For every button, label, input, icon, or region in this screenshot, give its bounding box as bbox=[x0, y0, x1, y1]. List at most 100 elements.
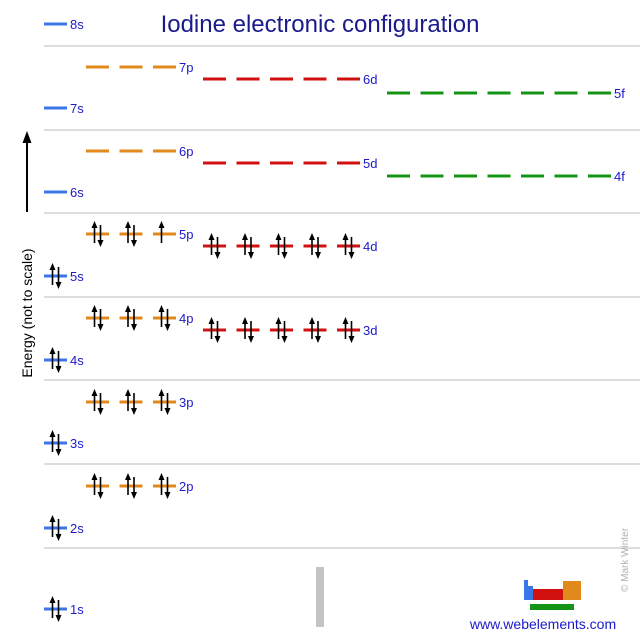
spin-up-arrow-icon bbox=[158, 305, 165, 312]
spin-down-arrow-icon bbox=[55, 282, 62, 289]
spin-up-arrow-icon bbox=[242, 233, 248, 240]
spin-down-arrow-icon bbox=[55, 366, 62, 373]
spin-down-arrow-icon bbox=[248, 252, 254, 259]
spin-up-arrow-icon bbox=[49, 596, 56, 603]
spin-up-arrow-icon bbox=[158, 389, 165, 396]
subshell-label: 4f bbox=[614, 169, 625, 184]
subshell-label: 7s bbox=[70, 101, 84, 116]
subshell-6s: 6s bbox=[44, 185, 84, 200]
spin-up-arrow-icon bbox=[49, 430, 56, 437]
spin-down-arrow-icon bbox=[315, 252, 321, 259]
spin-down-arrow-icon bbox=[348, 252, 355, 259]
energy-axis-label: Energy (not to scale) bbox=[19, 248, 35, 377]
spin-up-arrow-icon bbox=[125, 473, 131, 480]
spin-up-arrow-icon bbox=[208, 233, 215, 240]
spin-up-arrow-icon bbox=[309, 233, 315, 240]
subshell-4d: 4d bbox=[203, 233, 377, 259]
subshell-label: 1s bbox=[70, 602, 84, 617]
subshell-6d: 6d bbox=[203, 72, 377, 87]
subshell-label: 6d bbox=[363, 72, 377, 87]
spin-up-arrow-icon bbox=[125, 305, 131, 312]
spin-down-arrow-icon bbox=[55, 615, 62, 622]
subshell-8s: 8s bbox=[44, 17, 84, 32]
subshell-3p: 3p bbox=[86, 389, 193, 415]
spin-down-arrow-icon bbox=[281, 252, 288, 259]
subshell-5f: 5f bbox=[387, 86, 625, 101]
spin-up-arrow-icon bbox=[91, 221, 98, 228]
spin-down-arrow-icon bbox=[214, 336, 221, 343]
spin-down-arrow-icon bbox=[164, 408, 171, 415]
periodic-table-logo-icon bbox=[524, 580, 581, 610]
subshell-7p: 7p bbox=[86, 60, 193, 75]
spin-up-arrow-icon bbox=[158, 221, 165, 228]
subshell-label: 5d bbox=[363, 156, 377, 171]
spin-up-arrow-icon bbox=[49, 263, 56, 270]
spin-up-arrow-icon bbox=[91, 473, 98, 480]
subshell-5p: 5p bbox=[86, 221, 193, 247]
subshell-2s: 2s bbox=[44, 515, 84, 541]
spin-up-arrow-icon bbox=[125, 389, 131, 396]
subshell-label: 4d bbox=[363, 239, 377, 254]
spin-down-arrow-icon bbox=[131, 324, 137, 331]
spin-down-arrow-icon bbox=[348, 336, 355, 343]
website-link[interactable]: www.webelements.com bbox=[469, 616, 616, 632]
spin-down-arrow-icon bbox=[164, 324, 171, 331]
spin-down-arrow-icon bbox=[55, 534, 62, 541]
subshell-3d: 3d bbox=[203, 317, 377, 343]
spin-up-arrow-icon bbox=[309, 317, 315, 324]
spin-down-arrow-icon bbox=[315, 336, 321, 343]
credit-text: © Mark Winter bbox=[620, 527, 631, 592]
spin-down-arrow-icon bbox=[281, 336, 288, 343]
energy-axis: Energy (not to scale) bbox=[19, 131, 35, 378]
subshell-4p: 4p bbox=[86, 305, 193, 331]
subshell-label: 3d bbox=[363, 323, 377, 338]
subshell-4s: 4s bbox=[44, 347, 84, 373]
spin-up-arrow-icon bbox=[275, 317, 282, 324]
spin-down-arrow-icon bbox=[97, 324, 104, 331]
subshell-7s: 7s bbox=[44, 101, 84, 116]
period-separators bbox=[44, 45, 640, 549]
spin-up-arrow-icon bbox=[49, 515, 56, 522]
subshell-label: 2s bbox=[70, 521, 84, 536]
subshell-1s: 1s bbox=[44, 596, 84, 622]
subshell-label: 8s bbox=[70, 17, 84, 32]
subshell-label: 5p bbox=[179, 227, 193, 242]
spin-up-arrow-icon bbox=[208, 317, 215, 324]
subshell-label: 3s bbox=[70, 436, 84, 451]
subshell-label: 2p bbox=[179, 479, 193, 494]
subshell-label: 5f bbox=[614, 86, 625, 101]
spin-down-arrow-icon bbox=[97, 240, 104, 247]
spin-down-arrow-icon bbox=[131, 240, 137, 247]
spin-down-arrow-icon bbox=[214, 252, 221, 259]
spin-up-arrow-icon bbox=[342, 317, 349, 324]
spin-down-arrow-icon bbox=[97, 408, 104, 415]
spin-up-arrow-icon bbox=[125, 221, 131, 228]
spin-down-arrow-icon bbox=[97, 492, 104, 499]
subshell-4f: 4f bbox=[387, 169, 625, 184]
subshell-2p: 2p bbox=[86, 473, 193, 499]
subshell-3s: 3s bbox=[44, 430, 84, 456]
subshell-label: 5s bbox=[70, 269, 84, 284]
subshell-6p: 6p bbox=[86, 144, 193, 159]
spin-down-arrow-icon bbox=[131, 408, 137, 415]
spin-down-arrow-icon bbox=[164, 492, 171, 499]
subshell-label: 6s bbox=[70, 185, 84, 200]
divider-bar bbox=[316, 567, 324, 627]
spin-down-arrow-icon bbox=[55, 449, 62, 456]
subshell-label: 7p bbox=[179, 60, 193, 75]
up-arrow-icon bbox=[22, 131, 32, 143]
energy-levels: 1s 2s 2p 3s 3p 4s 4p 3d 5s 5p 4d 6s 6p 5d 4f 7s 7p 6d 5f 8s bbox=[44, 17, 625, 622]
subshell-5s: 5s bbox=[44, 263, 84, 289]
spin-up-arrow-icon bbox=[91, 389, 98, 396]
spin-down-arrow-icon bbox=[248, 336, 254, 343]
spin-down-arrow-icon bbox=[131, 492, 137, 499]
spin-up-arrow-icon bbox=[91, 305, 98, 312]
spin-up-arrow-icon bbox=[275, 233, 282, 240]
subshell-label: 3p bbox=[179, 395, 193, 410]
diagram-title: Iodine electronic configuration bbox=[161, 11, 480, 38]
subshell-5d: 5d bbox=[203, 156, 377, 171]
spin-up-arrow-icon bbox=[49, 347, 56, 354]
subshell-label: 4p bbox=[179, 311, 193, 326]
subshell-label: 4s bbox=[70, 353, 84, 368]
